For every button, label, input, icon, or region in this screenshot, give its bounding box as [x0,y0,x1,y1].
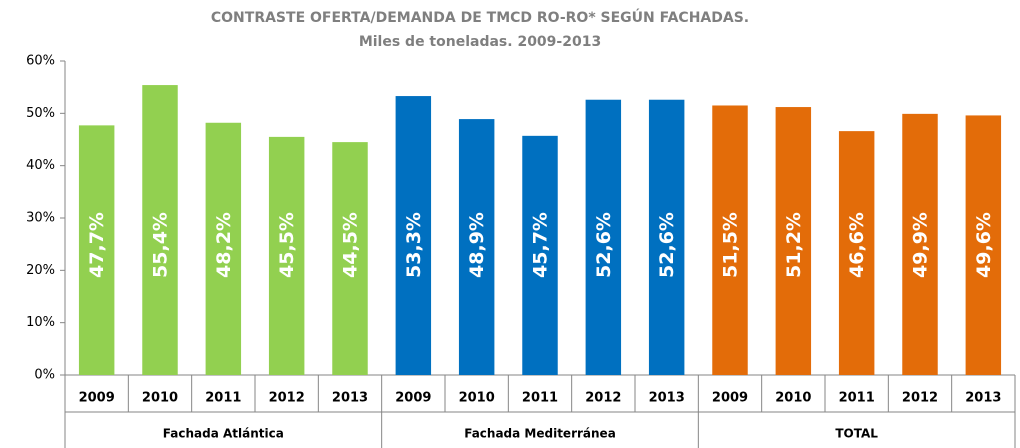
value-label: 52,6% [593,212,615,278]
x-tick-label: 2011 [839,391,875,406]
bar [522,135,558,375]
bar [712,105,748,375]
value-label: 49,6% [973,212,995,278]
value-label: 51,5% [720,212,742,278]
value-label: 46,6% [846,212,868,278]
bar [205,122,242,376]
value-label: 48,9% [466,212,488,278]
y-tick-label: 50% [26,106,55,121]
x-tick-label: 2009 [395,391,431,406]
x-tick-label: 2010 [775,391,811,406]
bar [838,131,875,375]
value-label: 49,9% [910,212,932,278]
x-tick-label: 2013 [332,391,368,406]
bar [775,107,812,375]
y-tick-label: 60% [26,54,55,69]
value-label: 47,7% [86,212,108,278]
x-tick-label: 2013 [965,391,1001,406]
bar [648,99,685,375]
value-label: 48,2% [213,212,235,278]
y-tick-label: 10% [26,315,55,330]
bar [902,113,938,376]
bar [585,99,622,375]
bar [395,96,432,376]
x-tick-label: 2011 [205,391,241,406]
value-label: 45,7% [530,212,552,278]
x-tick-label: 2010 [142,391,178,406]
value-label: 52,6% [656,212,678,278]
chart-title: CONTRASTE OFERTA/DEMANDA DE TMCD RO-RO* … [211,8,749,26]
x-tick-label: 2009 [79,391,115,406]
bar [332,142,368,375]
y-tick-label: 30% [26,211,55,226]
x-tick-label: 2013 [649,391,685,406]
chart-subtitle: Miles de toneladas. 2009-2013 [359,34,601,50]
value-label: 53,3% [403,212,425,278]
bar [268,136,305,375]
bar [78,125,115,376]
value-label: 51,2% [783,212,805,278]
x-tick-label: 2012 [585,391,621,406]
y-tick-label: 20% [26,263,55,278]
x-tick-label: 2009 [712,391,748,406]
x-tick-label: 2011 [522,391,558,406]
group-label: TOTAL [835,427,878,441]
group-label: Fachada Mediterránea [464,427,616,441]
y-tick-label: 0% [34,368,55,383]
group-label: Fachada Atlántica [163,427,284,441]
x-tick-label: 2010 [459,391,495,406]
x-tick-label: 2012 [269,391,305,406]
x-tick-label: 2012 [902,391,938,406]
value-label: 55,4% [150,212,172,278]
y-tick-label: 40% [26,158,55,173]
value-label: 44,5% [340,212,362,278]
bar [142,85,178,375]
bar [965,115,1002,375]
bar [458,119,495,375]
value-label: 45,5% [276,212,298,278]
